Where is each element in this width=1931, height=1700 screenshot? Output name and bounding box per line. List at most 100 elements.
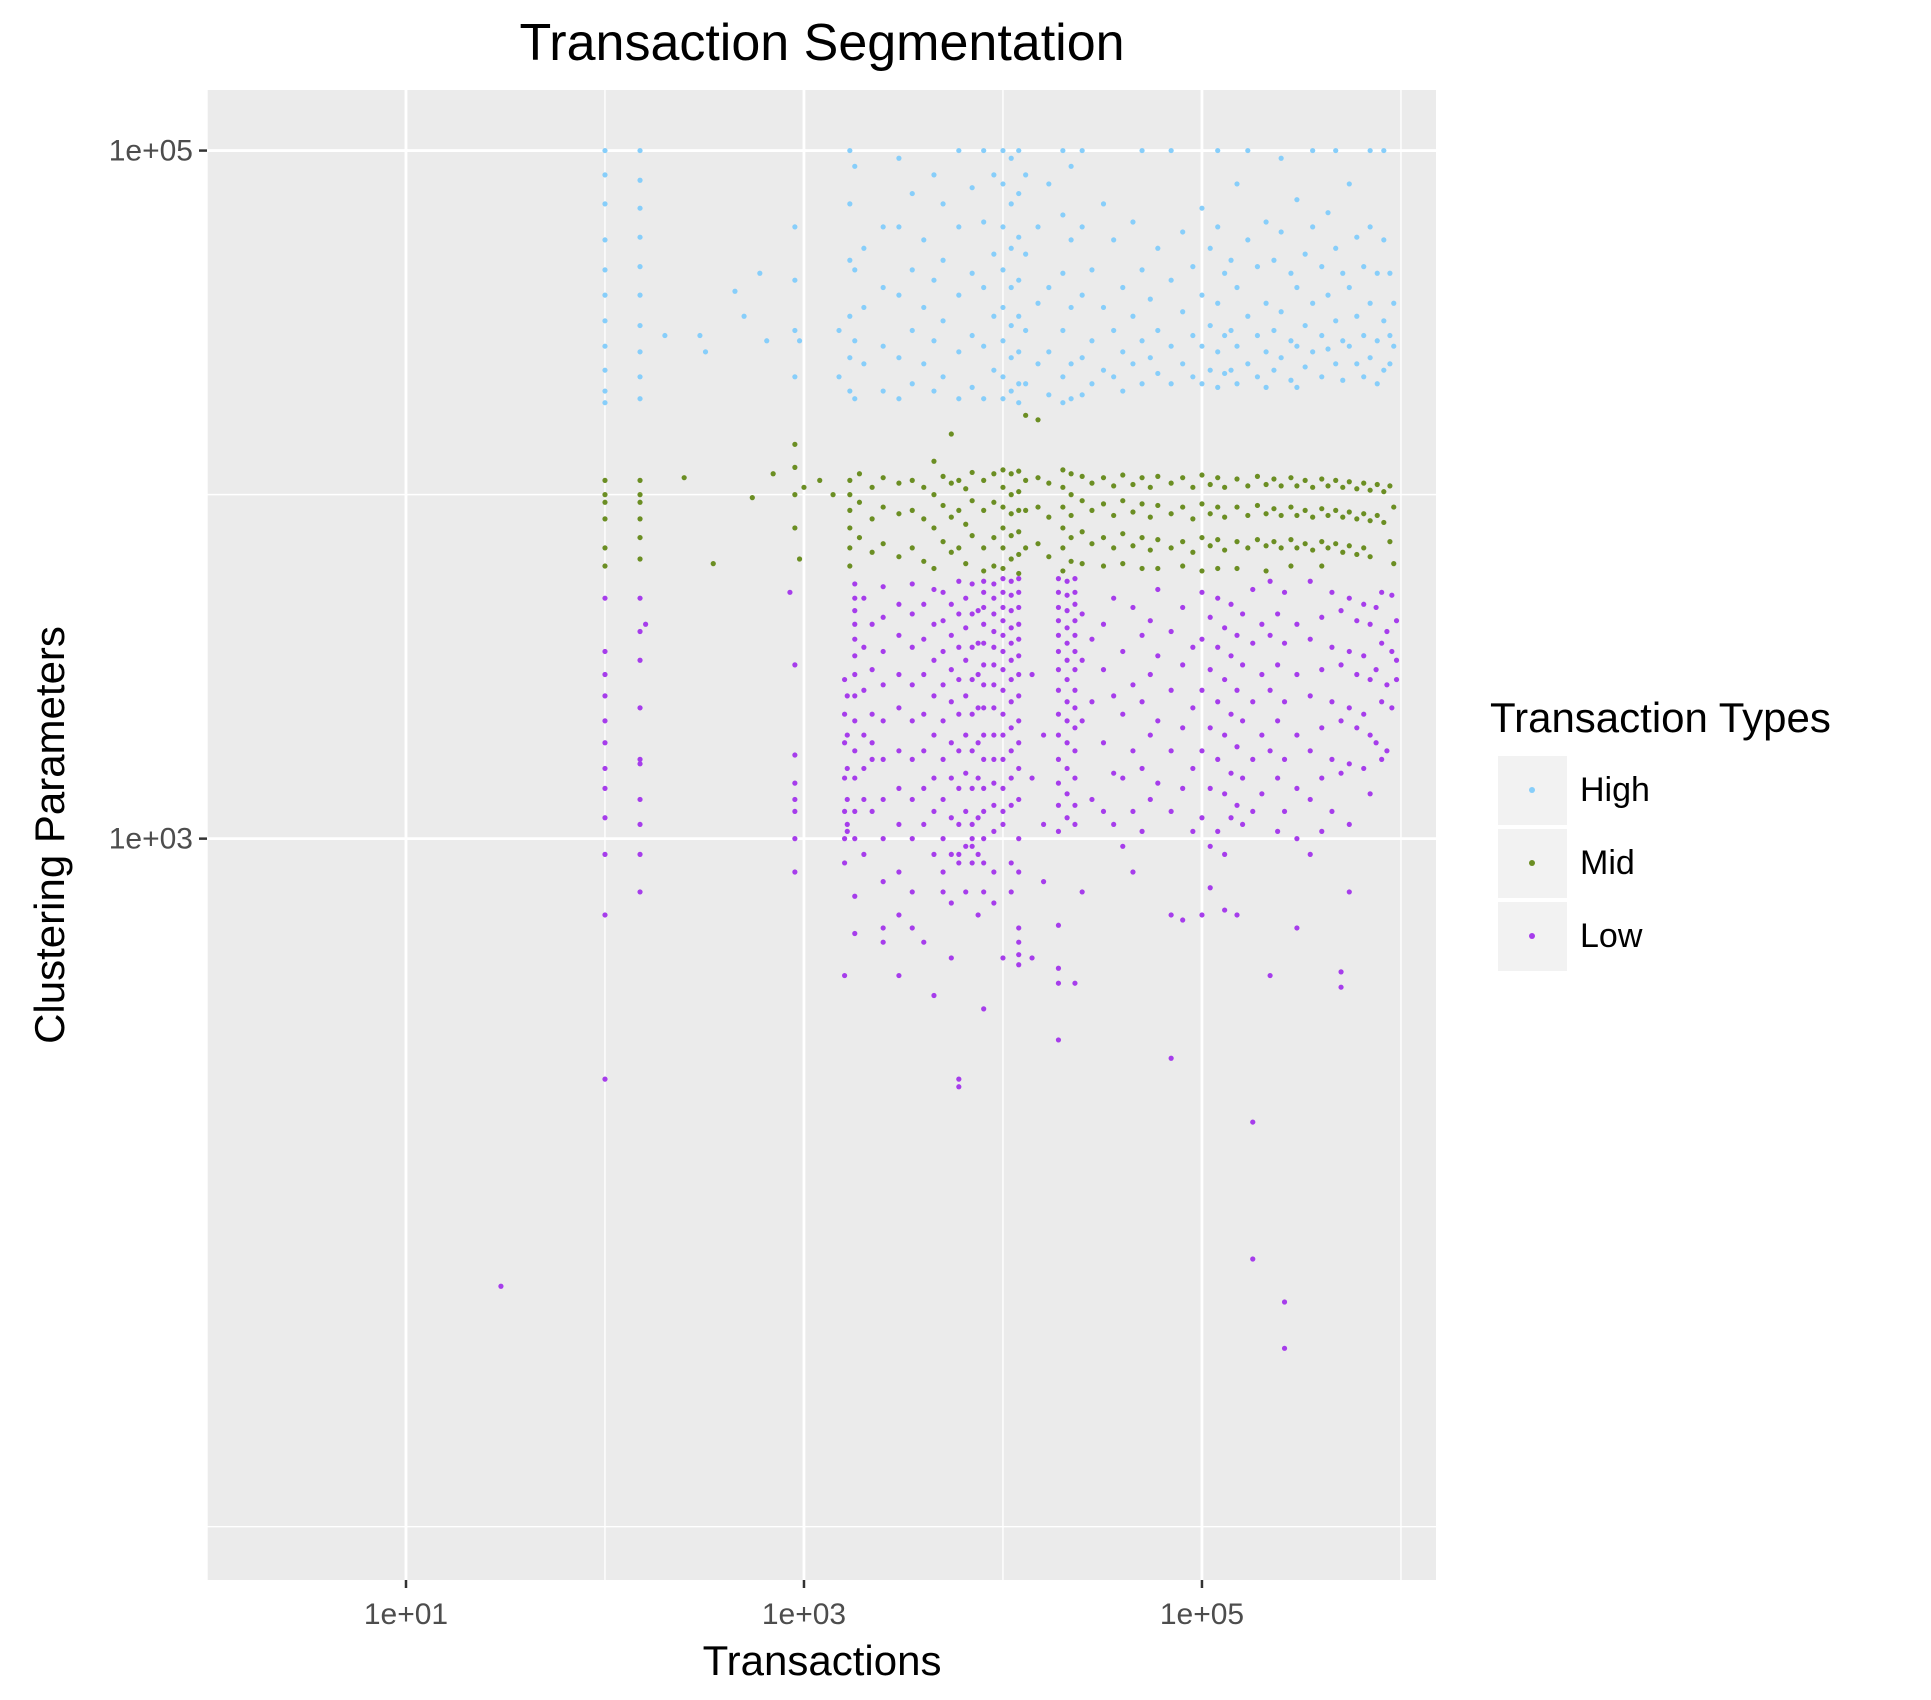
data-point bbox=[1111, 693, 1117, 699]
data-point bbox=[1387, 361, 1393, 367]
data-point bbox=[1281, 808, 1288, 815]
data-point bbox=[1207, 614, 1213, 620]
data-point bbox=[1199, 381, 1205, 387]
data-point bbox=[1168, 381, 1174, 387]
data-point bbox=[844, 732, 850, 738]
data-point bbox=[880, 925, 886, 931]
data-point bbox=[1008, 657, 1014, 663]
data-point bbox=[1000, 304, 1006, 311]
data-point bbox=[956, 860, 962, 866]
data-point bbox=[948, 900, 954, 906]
data-point bbox=[909, 267, 915, 273]
data-point bbox=[1338, 969, 1344, 975]
data-point bbox=[991, 595, 997, 601]
data-point bbox=[1000, 575, 1006, 582]
data-point bbox=[852, 718, 858, 724]
data-point bbox=[948, 699, 954, 705]
data-point bbox=[909, 381, 915, 387]
data-point bbox=[1072, 775, 1078, 781]
data-point bbox=[1016, 740, 1022, 746]
data-point bbox=[869, 484, 875, 490]
data-point bbox=[956, 611, 962, 617]
data-point bbox=[1139, 501, 1145, 507]
data-point bbox=[1338, 718, 1344, 724]
data-point bbox=[1325, 483, 1331, 489]
data-point bbox=[1207, 725, 1213, 731]
data-point bbox=[1089, 267, 1095, 273]
data-point bbox=[1055, 687, 1062, 693]
data-point bbox=[1271, 539, 1277, 545]
data-point bbox=[1023, 507, 1029, 513]
data-point bbox=[841, 676, 848, 683]
data-point bbox=[732, 288, 738, 294]
data-point bbox=[1000, 732, 1006, 738]
data-point bbox=[1064, 676, 1070, 683]
data-point bbox=[861, 796, 867, 803]
data-point bbox=[602, 400, 608, 406]
data-point bbox=[869, 711, 875, 717]
data-point bbox=[1207, 667, 1213, 673]
legend-entry-low: Low bbox=[1498, 902, 1643, 971]
data-point bbox=[1190, 549, 1196, 555]
data-point bbox=[1016, 636, 1022, 642]
data-point bbox=[948, 431, 954, 437]
data-point bbox=[1319, 332, 1325, 339]
data-point bbox=[1384, 628, 1390, 635]
data-point bbox=[1180, 785, 1186, 791]
data-point bbox=[792, 374, 798, 380]
x-tick-label: 1e+03 bbox=[762, 1598, 846, 1631]
data-point bbox=[1387, 483, 1393, 489]
data-point bbox=[1023, 327, 1029, 334]
data-point bbox=[1180, 539, 1186, 545]
data-point bbox=[637, 492, 643, 498]
data-point bbox=[1029, 955, 1035, 961]
data-point bbox=[1222, 332, 1228, 339]
data-point bbox=[1000, 687, 1006, 693]
data-point bbox=[975, 671, 981, 678]
data-point bbox=[1250, 586, 1256, 593]
data-point bbox=[896, 912, 902, 918]
data-point bbox=[981, 621, 987, 627]
data-point bbox=[1250, 1119, 1256, 1125]
data-point bbox=[1267, 632, 1273, 638]
data-point bbox=[1245, 147, 1251, 154]
data-point bbox=[1354, 313, 1360, 319]
data-point bbox=[991, 828, 997, 834]
data-point bbox=[1068, 237, 1074, 243]
data-point bbox=[1040, 732, 1047, 738]
data-point bbox=[948, 632, 954, 638]
data-point bbox=[764, 338, 770, 344]
data-point bbox=[1060, 484, 1066, 490]
data-point bbox=[1263, 219, 1269, 225]
data-point bbox=[963, 808, 969, 815]
data-point bbox=[1046, 514, 1052, 520]
data-point bbox=[1016, 671, 1022, 678]
data-point bbox=[1016, 621, 1022, 627]
data-point bbox=[1155, 473, 1161, 479]
data-point bbox=[1190, 484, 1196, 490]
data-point bbox=[1139, 475, 1145, 481]
data-point bbox=[1100, 501, 1107, 507]
data-point bbox=[852, 636, 858, 642]
data-point bbox=[921, 748, 927, 754]
data-point bbox=[1271, 257, 1277, 263]
data-point bbox=[1064, 718, 1070, 724]
data-point bbox=[1319, 828, 1325, 834]
data-point bbox=[956, 224, 962, 230]
data-point bbox=[852, 893, 858, 899]
data-point bbox=[1072, 601, 1078, 607]
data-point bbox=[981, 507, 987, 513]
data-point bbox=[1055, 711, 1062, 717]
data-point bbox=[1373, 740, 1379, 746]
data-point bbox=[1008, 860, 1014, 866]
data-point bbox=[1060, 467, 1066, 473]
data-point bbox=[1060, 504, 1066, 510]
data-point bbox=[869, 756, 875, 762]
data-point bbox=[896, 480, 902, 486]
data-point bbox=[681, 475, 687, 481]
data-point bbox=[1389, 705, 1395, 711]
legend-entries: High Mid Low bbox=[1498, 756, 1650, 971]
data-point bbox=[1278, 545, 1284, 551]
data-point bbox=[1228, 770, 1234, 776]
data-point bbox=[1307, 748, 1313, 754]
